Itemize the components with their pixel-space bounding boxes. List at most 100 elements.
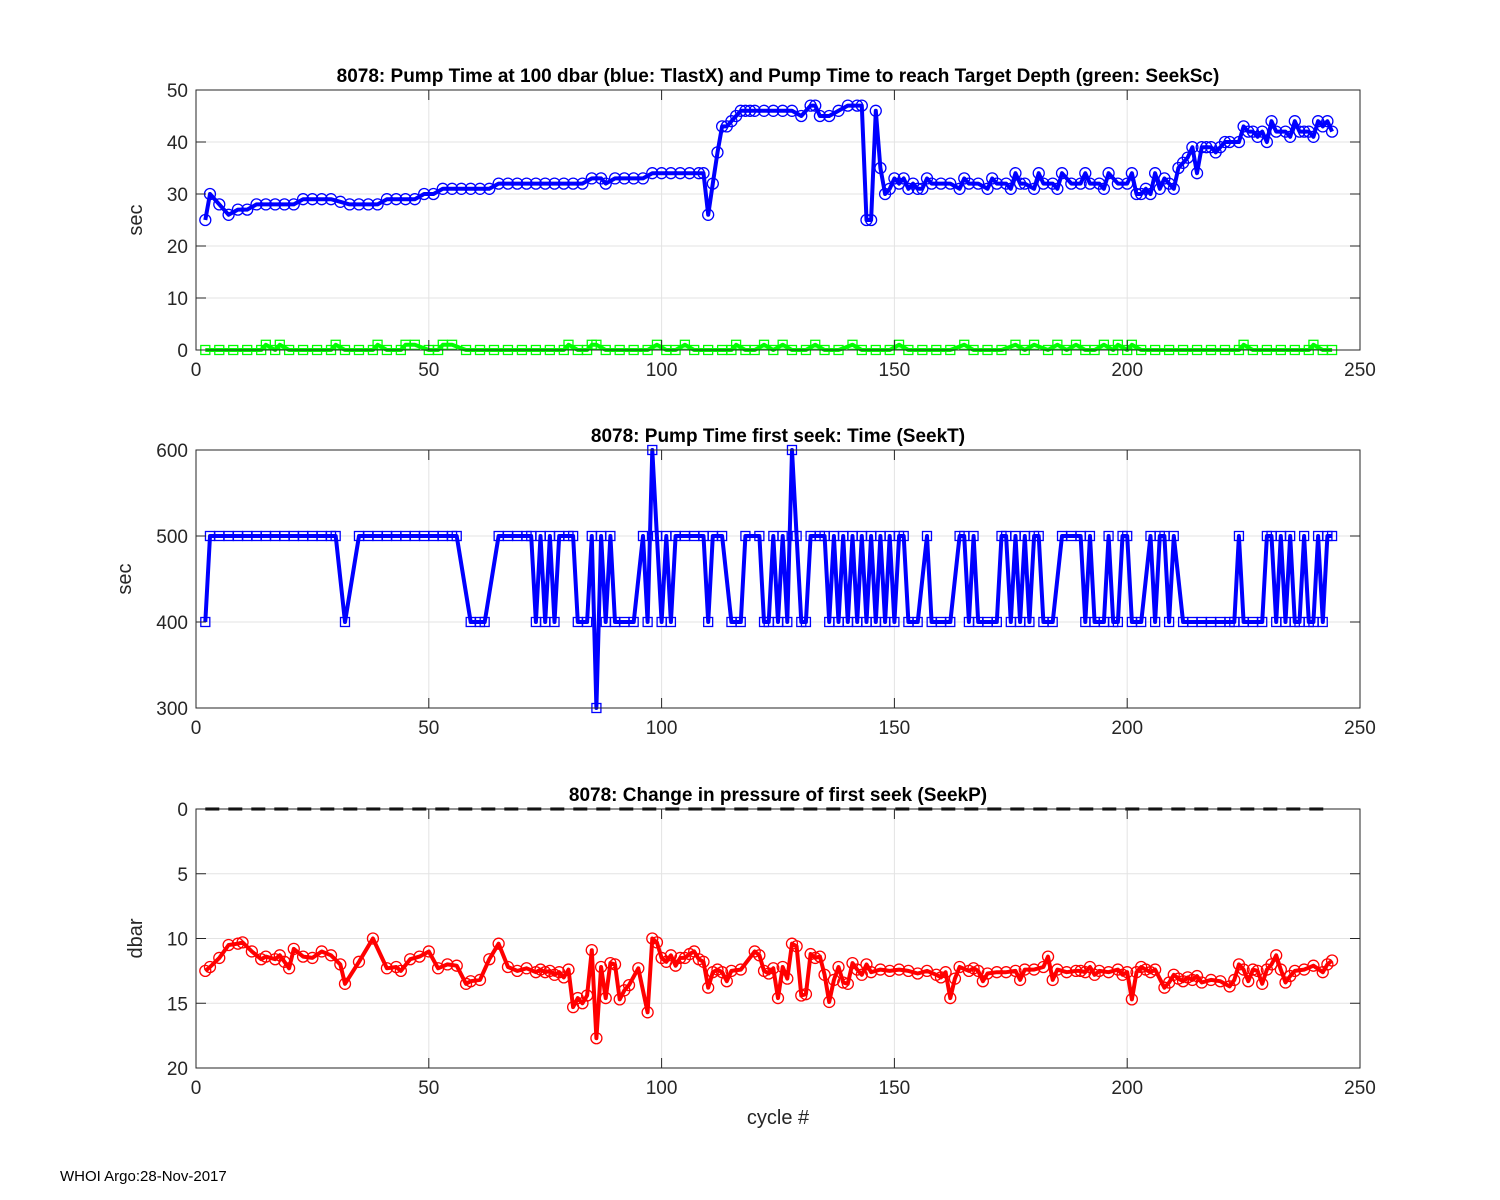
data-point [1121,177,1134,190]
data-point [912,616,923,628]
data-point [1148,167,1162,180]
data-point [999,966,1013,979]
data-point [782,616,793,628]
data-point [1167,182,1180,195]
data-point [748,104,761,117]
x-tick-label: 150 [879,718,911,739]
data-point [591,339,602,350]
y-tick-label: 0 [177,341,188,362]
data-point [972,964,985,978]
data-point [1233,530,1245,542]
data-point [771,991,785,1005]
data-point [883,182,896,195]
data-point [725,964,738,978]
data-point [450,959,463,972]
data-point [511,964,524,978]
data-point [818,968,831,981]
data-point [1009,167,1022,180]
data-point [259,198,272,211]
data-point [1102,167,1115,180]
data-point [1046,973,1059,987]
data-point [1153,182,1166,195]
x-tick-label: 50 [418,718,439,739]
y-tick-label: 10 [167,930,188,951]
data-point [339,616,351,628]
data-point [599,177,612,190]
data-point [790,940,803,953]
data-point [464,182,477,195]
x-tick-label: 150 [879,1078,911,1099]
data-point [1307,130,1320,143]
data-point [566,177,580,190]
data-point [1010,339,1021,350]
data-point [380,193,394,206]
data-point [627,172,640,185]
data-point [777,530,788,542]
data-point [1288,115,1301,128]
data-point [1214,975,1227,988]
data-point [1238,339,1249,350]
y-tick-label: 15 [167,994,188,1015]
data-point [1195,141,1208,154]
data-point [330,530,341,542]
x-tick-label: 100 [646,718,678,739]
data-point [371,198,384,211]
data-point [618,172,631,185]
data-point [1027,182,1041,195]
data-point [259,950,272,963]
data-point [1098,339,1110,350]
chart-panel-1: 0 50 100 150 200 250 0 10 20 30 40 50 8078: Pump Tim… [125,66,1376,381]
data-point [953,182,966,195]
data-point [874,963,887,976]
data-point [1274,963,1287,976]
data-point [1260,135,1274,149]
data-point [720,975,733,988]
data-point [1195,976,1208,989]
data-point [1024,616,1035,628]
data-point [1325,125,1339,138]
data-point [730,339,742,350]
data-point [702,208,715,221]
data-point [1093,964,1106,978]
data-point [944,177,957,190]
data-point [889,616,900,628]
data-point [892,963,906,976]
data-point [1204,973,1218,987]
data-point [1111,177,1125,190]
data-point [1130,187,1143,201]
data-point [1051,182,1064,195]
y-tick-label: 0 [177,800,188,821]
data-point [650,936,664,949]
data-point [1004,182,1017,195]
data-point [334,958,347,971]
data-point [282,962,296,975]
data-point [847,339,858,350]
data-point [296,193,310,206]
data-point [740,530,751,542]
data-point [781,972,794,985]
data-point [785,104,799,117]
series-line-2 [204,936,1334,1041]
data-point [1232,135,1246,149]
data-point [203,960,217,974]
data-point [646,167,659,180]
data-point [562,963,575,976]
data-point [366,932,380,945]
data-point [315,193,328,206]
data-point [1270,949,1283,962]
data-point [1125,167,1139,180]
data-point [520,177,533,190]
data-point [1112,339,1124,350]
series-line-1 [203,103,1334,222]
data-point [1149,616,1161,628]
data-point [1256,977,1269,990]
data-point [1033,530,1044,542]
data-point [1190,969,1204,983]
data-point [809,99,822,112]
data-point [981,182,994,195]
data-point [479,616,490,628]
data-point [837,976,850,989]
y-tick-label: 600 [156,441,188,462]
data-point [697,955,710,968]
data-point [1103,530,1114,542]
